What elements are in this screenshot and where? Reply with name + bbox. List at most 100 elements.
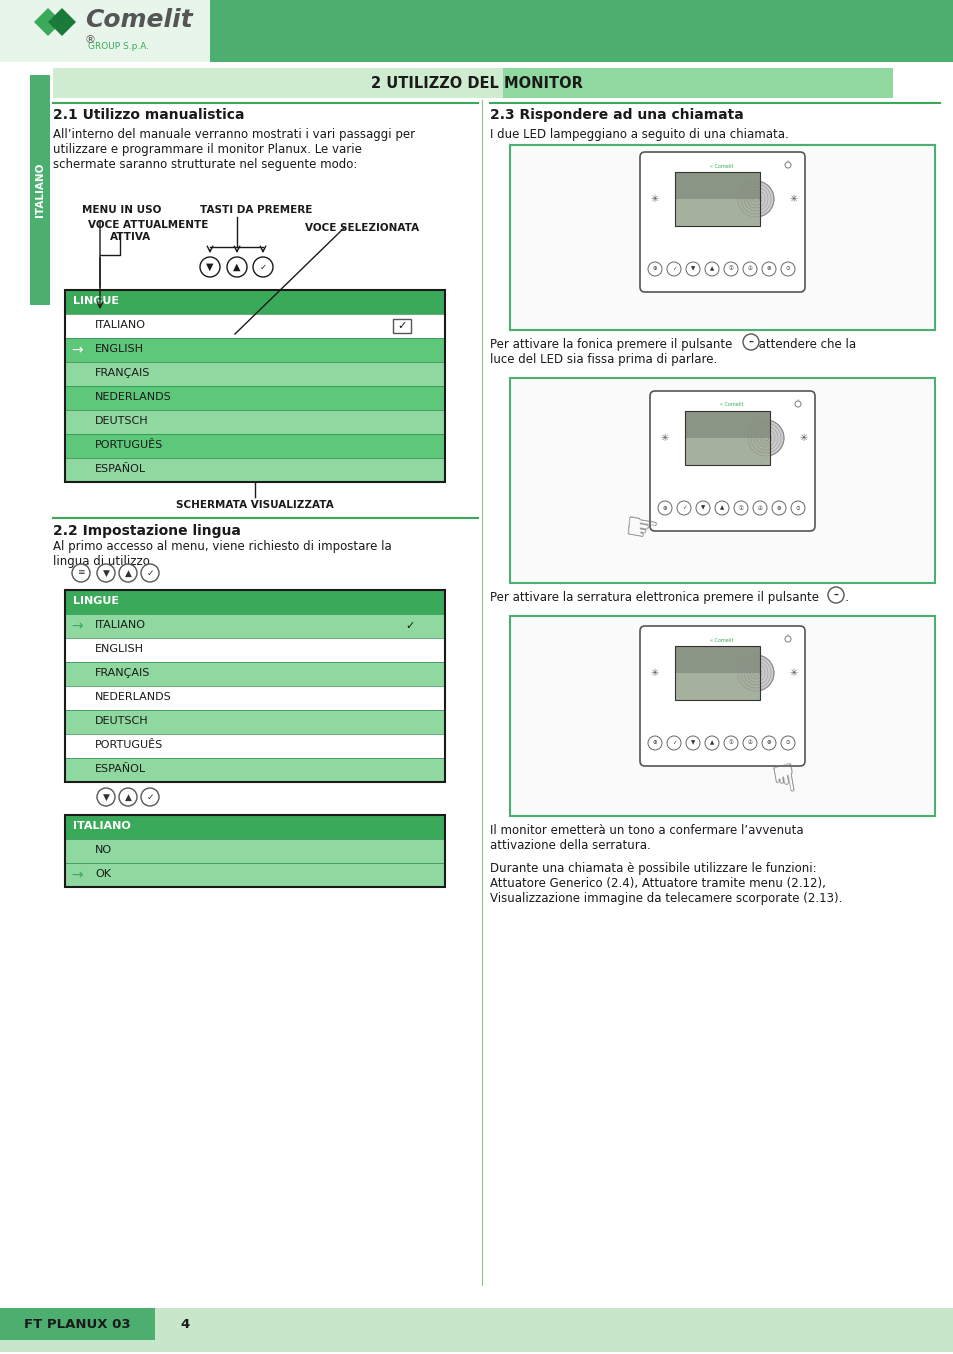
Text: LINGUE: LINGUE [73, 596, 119, 607]
Bar [65, 290, 444, 482]
Text: ☞: ☞ [757, 760, 800, 802]
Circle shape [723, 263, 738, 276]
Text: ✓: ✓ [259, 263, 266, 272]
Circle shape [658, 501, 671, 515]
Text: FRANÇAIS: FRANÇAIS [95, 368, 151, 378]
Bar [510, 145, 934, 330]
Circle shape [696, 501, 709, 515]
Text: ⊗: ⊗ [776, 505, 781, 510]
Bar [675, 172, 760, 226]
Bar [510, 378, 934, 584]
Bar [675, 172, 760, 226]
Text: →: → [71, 343, 83, 357]
Bar [0, 0, 953, 62]
FancyBboxPatch shape [639, 626, 804, 766]
Text: ESPAÑOL: ESPAÑOL [95, 764, 146, 774]
Circle shape [790, 501, 804, 515]
Bar [65, 839, 444, 862]
Text: ✳: ✳ [789, 194, 798, 204]
Text: ITALIANO: ITALIANO [95, 620, 146, 630]
Text: ⊕: ⊕ [652, 267, 657, 272]
Text: Comelit: Comelit [85, 8, 193, 32]
Bar [53, 68, 502, 97]
Text: Al primo accesso al menu, viene richiesto di impostare la
lingua di utilizzo.: Al primo accesso al menu, viene richiest… [53, 540, 392, 567]
Circle shape [119, 788, 137, 806]
Text: 4: 4 [180, 1317, 190, 1331]
Text: ⊕: ⊕ [662, 505, 666, 510]
Bar [684, 412, 769, 464]
Text: GROUP S.p.A.: GROUP S.p.A. [88, 42, 149, 51]
Text: ▼: ▼ [700, 505, 704, 510]
Text: ①: ① [728, 267, 733, 272]
Circle shape [677, 501, 690, 515]
Text: ①: ① [728, 741, 733, 746]
Text: ITALIANO: ITALIANO [95, 320, 146, 330]
Text: ⊕: ⊕ [652, 741, 657, 746]
Text: ✓: ✓ [396, 321, 406, 330]
Text: VOCE ATTUALMENTE: VOCE ATTUALMENTE [88, 219, 208, 230]
Bar [684, 412, 769, 437]
Text: Per attivare la fonica premere il pulsante       attendere che la
luce del LED s: Per attivare la fonica premere il pulsan… [490, 338, 855, 366]
Text: ⊙: ⊙ [785, 267, 789, 272]
Circle shape [738, 181, 773, 217]
Text: ENGLISH: ENGLISH [95, 344, 144, 353]
Circle shape [742, 737, 757, 750]
Bar [684, 437, 769, 464]
FancyBboxPatch shape [639, 152, 804, 292]
Text: « Comelit: « Comelit [709, 638, 733, 643]
Text: ⊗: ⊗ [766, 741, 771, 746]
Text: ✳: ✳ [660, 433, 668, 443]
Text: Il monitor emetterà un tono a confermare l’avvenuta
attivazione della serratura.: Il monitor emetterà un tono a confermare… [490, 825, 802, 852]
Circle shape [200, 257, 220, 278]
Text: ▼: ▼ [206, 263, 213, 272]
Bar [675, 673, 760, 700]
Bar [393, 320, 411, 333]
Polygon shape [48, 8, 76, 37]
Bar [30, 74, 50, 305]
Text: ITALIANO: ITALIANO [35, 162, 45, 217]
Bar [675, 646, 760, 673]
Text: 2.1 Utilizzo manualistica: 2.1 Utilizzo manualistica [53, 108, 244, 122]
Text: I due LED lampeggiano a seguito di una chiamata.: I due LED lampeggiano a seguito di una c… [490, 129, 788, 141]
Text: ⊙: ⊙ [795, 505, 800, 510]
Circle shape [704, 737, 719, 750]
Bar [65, 638, 444, 662]
Bar [65, 709, 444, 734]
Circle shape [733, 501, 747, 515]
Circle shape [141, 788, 159, 806]
Circle shape [723, 737, 738, 750]
Circle shape [253, 257, 273, 278]
Text: ESPAÑOL: ESPAÑOL [95, 464, 146, 474]
Text: DEUTSCH: DEUTSCH [95, 416, 149, 427]
Circle shape [141, 565, 159, 582]
Text: FT PLANUX 03: FT PLANUX 03 [24, 1317, 131, 1331]
Text: 2.2 Impostazione lingua: 2.2 Impostazione lingua [53, 524, 240, 538]
Circle shape [781, 263, 794, 276]
Circle shape [97, 788, 115, 806]
Bar [502, 68, 892, 97]
Bar [65, 862, 444, 887]
Text: ②: ② [757, 505, 761, 510]
Text: ✳: ✳ [789, 668, 798, 678]
Text: « Comelit: « Comelit [720, 402, 743, 408]
Bar [0, 0, 210, 62]
Text: « Comelit: « Comelit [709, 164, 733, 168]
Text: ▲: ▲ [125, 569, 132, 578]
Circle shape [784, 636, 790, 642]
Text: ▲: ▲ [233, 263, 240, 272]
Bar [65, 758, 444, 783]
Text: ▲: ▲ [709, 267, 714, 272]
Text: ✓: ✓ [405, 621, 415, 631]
Text: ✳: ✳ [650, 194, 659, 204]
Text: PORTUGUÊS: PORTUGUÊS [95, 440, 163, 450]
Text: –: – [833, 590, 838, 600]
Text: OK: OK [95, 869, 111, 879]
Circle shape [747, 420, 783, 456]
Text: ✳: ✳ [800, 433, 807, 443]
Text: NEDERLANDS: NEDERLANDS [95, 692, 172, 701]
Bar [65, 458, 444, 482]
Text: ☞: ☞ [620, 508, 661, 551]
Text: LINGUE: LINGUE [73, 297, 119, 306]
Text: ▼: ▼ [690, 741, 695, 746]
Circle shape [666, 737, 680, 750]
